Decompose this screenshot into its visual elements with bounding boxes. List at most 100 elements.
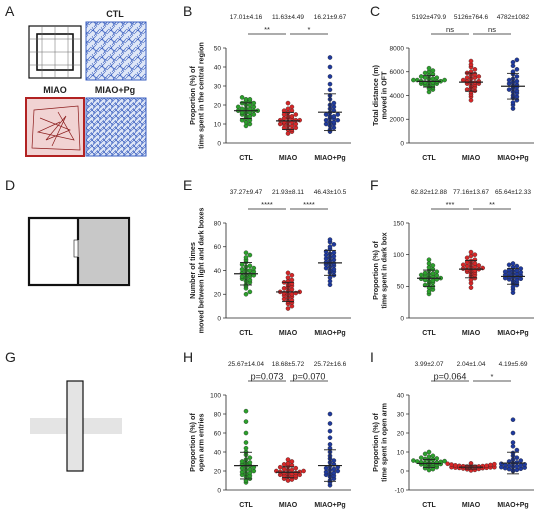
data-point xyxy=(434,269,440,275)
data-point xyxy=(293,117,299,123)
stats-label: 21.93±8.11 xyxy=(272,189,304,196)
data-point xyxy=(510,59,516,65)
significance-label: * xyxy=(491,372,494,381)
data-point xyxy=(285,306,291,311)
y-tick-label: 0 xyxy=(217,487,221,494)
data-point xyxy=(476,263,482,268)
data-point xyxy=(442,77,447,83)
data-point xyxy=(434,75,440,80)
data-point xyxy=(289,114,295,119)
data-point xyxy=(289,123,295,129)
y-tick-label: 40 xyxy=(214,268,222,275)
data-point xyxy=(464,75,470,80)
data-point xyxy=(453,463,458,468)
data-point xyxy=(239,95,245,100)
data-point xyxy=(331,114,337,119)
data-point xyxy=(327,237,333,242)
significance-label: p=0.064 xyxy=(434,372,467,382)
data-point xyxy=(514,447,520,453)
data-point xyxy=(335,117,341,123)
data-point xyxy=(510,261,516,266)
data-point xyxy=(514,74,520,79)
data-point xyxy=(422,456,428,462)
data-point xyxy=(243,408,249,414)
data-point xyxy=(434,456,440,461)
y-tick-label: 30 xyxy=(397,411,405,418)
data-point xyxy=(430,68,436,73)
data-point xyxy=(293,465,299,471)
y-tick-label: 20 xyxy=(214,468,222,475)
arena-trace-miao xyxy=(25,97,85,157)
data-point xyxy=(327,87,333,93)
panel-letter-a: A xyxy=(5,3,15,19)
panel-h-chart: 0 20 40 60 80 100 Proportion (%) ofopen arm en… xyxy=(188,361,351,509)
data-point xyxy=(251,104,257,110)
y-axis-label-line: moved between light and dark boxes xyxy=(197,208,206,334)
panel-c-chart: 0 2000 4000 6000 8000 Total distance (m)moved… xyxy=(371,14,534,162)
data-point xyxy=(411,458,416,463)
data-point xyxy=(293,121,299,127)
data-point xyxy=(239,262,245,267)
data-point xyxy=(247,455,253,460)
data-point xyxy=(323,121,329,127)
data-point xyxy=(510,100,516,105)
data-point xyxy=(323,465,329,471)
data-point xyxy=(239,465,245,471)
data-point xyxy=(331,242,337,247)
y-axis-label-line: Total distance (m) xyxy=(371,64,380,126)
data-point xyxy=(518,463,524,468)
data-point xyxy=(422,451,428,457)
data-point xyxy=(464,255,470,261)
data-point xyxy=(301,468,306,474)
y-tick-label: 10 xyxy=(214,121,222,128)
data-point xyxy=(327,428,333,434)
y-tick-label: -10 xyxy=(395,487,405,494)
y-tick-label: 80 xyxy=(214,411,222,418)
data-point xyxy=(331,119,337,125)
y-axis-label: Total distance (m)moved in OFT xyxy=(371,64,389,126)
arena-label-ctl: CTL xyxy=(106,9,124,19)
stats-label: 3.99±2.07 xyxy=(415,361,444,368)
data-point xyxy=(251,265,257,271)
data-point xyxy=(285,106,291,112)
data-point xyxy=(285,131,291,136)
y-axis-label-line: Proportion (%) of xyxy=(371,413,380,472)
data-point xyxy=(247,252,253,258)
y-tick-label: 150 xyxy=(393,220,404,227)
data-point xyxy=(327,64,333,70)
data-point xyxy=(468,285,474,290)
significance-label: ns xyxy=(488,25,496,34)
data-point xyxy=(430,266,436,272)
data-point xyxy=(281,116,287,121)
x-tick-label: MIAO+Pg xyxy=(497,502,528,509)
data-point xyxy=(285,270,291,276)
data-point xyxy=(506,77,512,83)
stats-label: 77.16±13.67 xyxy=(453,189,489,196)
data-point xyxy=(251,100,257,106)
data-point xyxy=(327,81,333,87)
y-tick-label: 0 xyxy=(400,140,404,147)
data-point xyxy=(243,123,249,129)
data-point xyxy=(472,261,478,266)
data-point xyxy=(323,117,329,123)
y-axis-label: Proportion (%) oftime spent in dark box xyxy=(371,232,389,308)
significance-label: * xyxy=(308,25,311,34)
stats-label: 46.43±10.5 xyxy=(314,189,347,196)
data-point xyxy=(468,249,474,255)
data-point xyxy=(430,263,436,268)
y-tick-label: 20 xyxy=(397,430,405,437)
x-tick-label: CTL xyxy=(422,155,436,162)
y-tick-label: 10 xyxy=(397,449,405,456)
data-point xyxy=(243,291,249,297)
data-point xyxy=(411,77,416,83)
panel-letter-h: H xyxy=(183,349,193,365)
data-point xyxy=(281,470,287,476)
data-point xyxy=(293,125,299,131)
panel-letter-d: D xyxy=(5,177,15,193)
y-axis-label: Number of timesmoved between light and d… xyxy=(188,208,206,334)
stats-label: 5126±764.6 xyxy=(454,14,489,21)
plus-maze-schematic xyxy=(30,380,122,472)
data-point xyxy=(422,70,428,76)
data-point xyxy=(331,100,337,106)
x-tick-label: MIAO+Pg xyxy=(497,330,528,337)
